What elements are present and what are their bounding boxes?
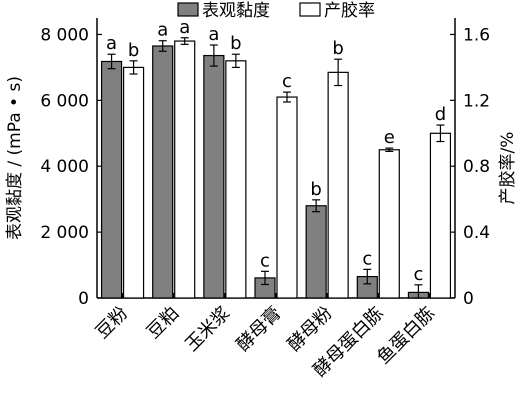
significance-letter: c [413,264,423,285]
x-tick-label: 玉米浆 [181,303,234,356]
y-tick-label-right: 0 [463,289,474,309]
viscosity-bar [203,54,225,299]
significance-letter: a [157,20,168,41]
y-axis-label-left: 表观黏度 / (mPa • s) [5,76,25,240]
y-tick-label-left: 6 000 [40,91,89,111]
significance-letter: a [106,33,117,54]
significance-letter: b [230,33,241,54]
legend-swatch [299,2,321,17]
y-tick-label-left: 4 000 [40,157,89,177]
legend-label: 产胶率 [324,1,375,21]
y-tick-label-left: 8 000 [40,25,89,45]
significance-letter: b [332,38,343,59]
significance-letter: c [282,71,292,92]
yield-bar [429,132,452,299]
viscosity-bar [100,60,123,299]
significance-letter: d [435,104,446,125]
significance-letter: a [208,24,219,45]
y-tick-label-left: 0 [78,289,89,309]
x-tick-label: 鱼蛋白胨 [373,303,439,369]
yield-bar [174,40,196,299]
x-tick-label: 豆粉 [92,303,132,343]
y-tick-label-right: 1.6 [463,25,490,45]
yield-bar [122,66,145,299]
legend: 表观黏度 产胶率 [177,1,375,21]
yield-bar [225,60,247,299]
legend-swatch [177,2,199,17]
viscosity-bar [152,45,174,299]
y-tick-label-right: 1.2 [463,91,490,111]
viscosity-bar [305,205,327,299]
yield-bar [327,71,349,299]
yield-bar [276,96,298,299]
yield-bar [378,149,400,299]
significance-letter: e [384,127,395,148]
significance-letter: b [128,40,139,61]
legend-label: 表观黏度 [202,1,270,21]
y-tick-label-right: 0.8 [463,157,490,177]
significance-letter: b [310,179,321,200]
significance-letter: a [179,17,190,38]
x-tick-label: 豆粕 [143,303,183,343]
significance-letter: c [260,250,270,271]
y-tick-label-left: 2 000 [40,223,89,243]
x-tick-label: 酵母膏 [232,302,286,356]
y-axis-label-right: 产胶率/% [498,132,518,205]
y-tick-label-right: 0.4 [463,223,490,243]
significance-letter: c [362,248,372,269]
